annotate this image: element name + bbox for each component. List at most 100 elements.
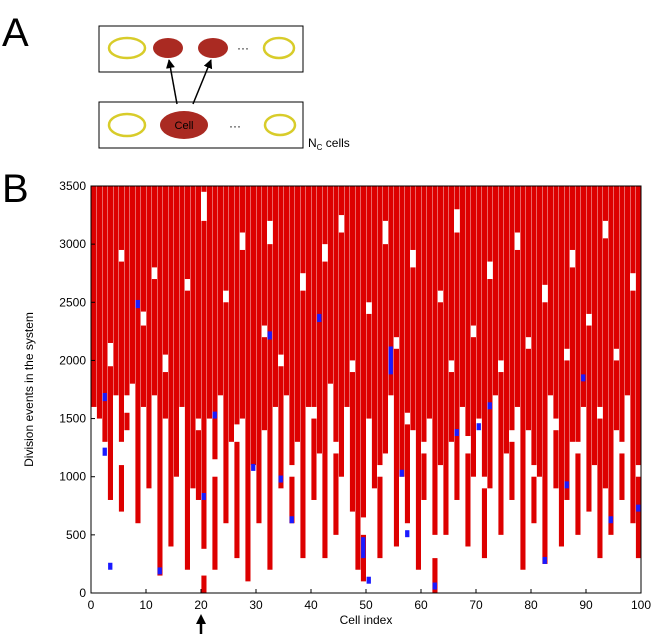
- division-bar: [531, 186, 537, 524]
- division-bar: [311, 186, 317, 500]
- raster-gap: [514, 232, 520, 250]
- raster-gap: [635, 465, 641, 477]
- division-bar: [553, 186, 559, 489]
- raster-gap: [349, 360, 355, 373]
- division-bar: [481, 186, 487, 559]
- division-bar: [360, 186, 366, 582]
- x-tick-label: 100: [631, 598, 651, 612]
- division-bar: [300, 186, 306, 559]
- division-bar: [91, 186, 97, 407]
- blue-marker: [487, 402, 492, 410]
- raster-gap: [569, 249, 575, 268]
- division-raster: [91, 186, 641, 593]
- division-bar: [630, 186, 636, 524]
- raster-gap: [553, 418, 559, 431]
- blue-marker: [135, 299, 140, 309]
- division-bar: [305, 186, 311, 407]
- raster-gap: [140, 311, 146, 326]
- division-bar: [443, 186, 449, 535]
- division-bar: [371, 186, 377, 489]
- raster-gap: [278, 354, 284, 367]
- division-bar: [514, 186, 520, 407]
- division-bar: [146, 186, 152, 489]
- raster-gap: [454, 209, 460, 233]
- raster-gap: [124, 395, 130, 413]
- division-bar: [415, 186, 421, 570]
- raster-gap: [602, 220, 608, 239]
- division-bar: [509, 186, 515, 500]
- division-bar: [432, 186, 438, 593]
- division-bar: [487, 186, 493, 489]
- raster-gap: [201, 548, 207, 576]
- raster-gap: [201, 191, 207, 221]
- x-tick-label: 70: [469, 598, 483, 612]
- division-bar: [256, 186, 262, 524]
- division-bar: [586, 186, 592, 512]
- panel-a: A ··· Cell ··· NC cells: [2, 11, 350, 152]
- raster-gap: [531, 465, 537, 477]
- schema-cell-count-n: N: [308, 136, 317, 150]
- division-bar: [410, 186, 416, 431]
- x-axis-label: Cell index: [340, 613, 393, 627]
- x-tick-label: 50: [359, 598, 373, 612]
- division-bar: [421, 186, 427, 500]
- division-bar: [135, 186, 141, 524]
- raster-gap: [564, 348, 570, 361]
- raster-gap: [289, 465, 295, 477]
- division-bar: [272, 186, 278, 407]
- division-bar: [190, 186, 196, 489]
- blue-marker: [317, 313, 322, 323]
- raster-gap: [410, 249, 416, 268]
- raster-gap: [393, 337, 399, 349]
- division-bar: [492, 186, 498, 396]
- panel-b: B 0 10 20 30 40 50 60 70 80 90 100 0 500 1000 1500 200…: [2, 167, 651, 634]
- raster-gap: [250, 505, 256, 524]
- raster-gap: [437, 290, 443, 303]
- division-bar: [344, 186, 350, 407]
- blue-marker: [212, 411, 217, 419]
- division-bar: [575, 186, 581, 535]
- division-bar: [448, 186, 454, 442]
- raster-gap: [360, 517, 366, 535]
- division-bar: [206, 186, 212, 419]
- division-bar: [454, 186, 460, 500]
- division-bar: [564, 186, 570, 500]
- raster-gap: [597, 406, 603, 419]
- x-tick-label: 90: [579, 598, 593, 612]
- division-bar: [294, 186, 300, 442]
- highlighted-cell-arrow-head: [196, 614, 206, 624]
- plot-area: [91, 186, 641, 593]
- raster-gap: [487, 261, 493, 280]
- division-bar: [267, 186, 273, 570]
- schema-top-daughter-cell-2: [198, 38, 228, 58]
- division-bar: [289, 186, 295, 524]
- blue-marker: [636, 504, 641, 512]
- blue-marker: [542, 556, 547, 564]
- raster-gap: [404, 412, 410, 425]
- y-tick-label: 500: [66, 528, 86, 542]
- highlighted-cell-arrow: [196, 614, 206, 634]
- division-bar: [283, 186, 289, 396]
- division-bar: [465, 186, 471, 547]
- raster-gap: [619, 441, 625, 454]
- division-bar: [278, 186, 284, 489]
- raster-gap: [179, 470, 185, 489]
- schema-division-arrow-left: [166, 59, 178, 105]
- division-bar: [333, 186, 339, 535]
- blue-marker: [476, 423, 481, 431]
- x-tick-label: 30: [249, 598, 263, 612]
- blue-marker: [102, 392, 107, 402]
- schema-cell-count-suffix: cells: [322, 136, 349, 150]
- raster-gap: [613, 348, 619, 361]
- division-bar: [157, 186, 163, 576]
- division-bar: [580, 186, 586, 407]
- division-bar: [525, 186, 531, 431]
- division-bar: [619, 186, 625, 500]
- division-bar: [382, 186, 388, 454]
- raster-gap: [630, 273, 636, 291]
- x-tick-label: 40: [304, 598, 318, 612]
- raster-gap: [223, 290, 229, 303]
- y-tick-label: 3500: [59, 179, 86, 193]
- y-tick-label: 2500: [59, 295, 86, 309]
- raster-gap: [118, 249, 124, 262]
